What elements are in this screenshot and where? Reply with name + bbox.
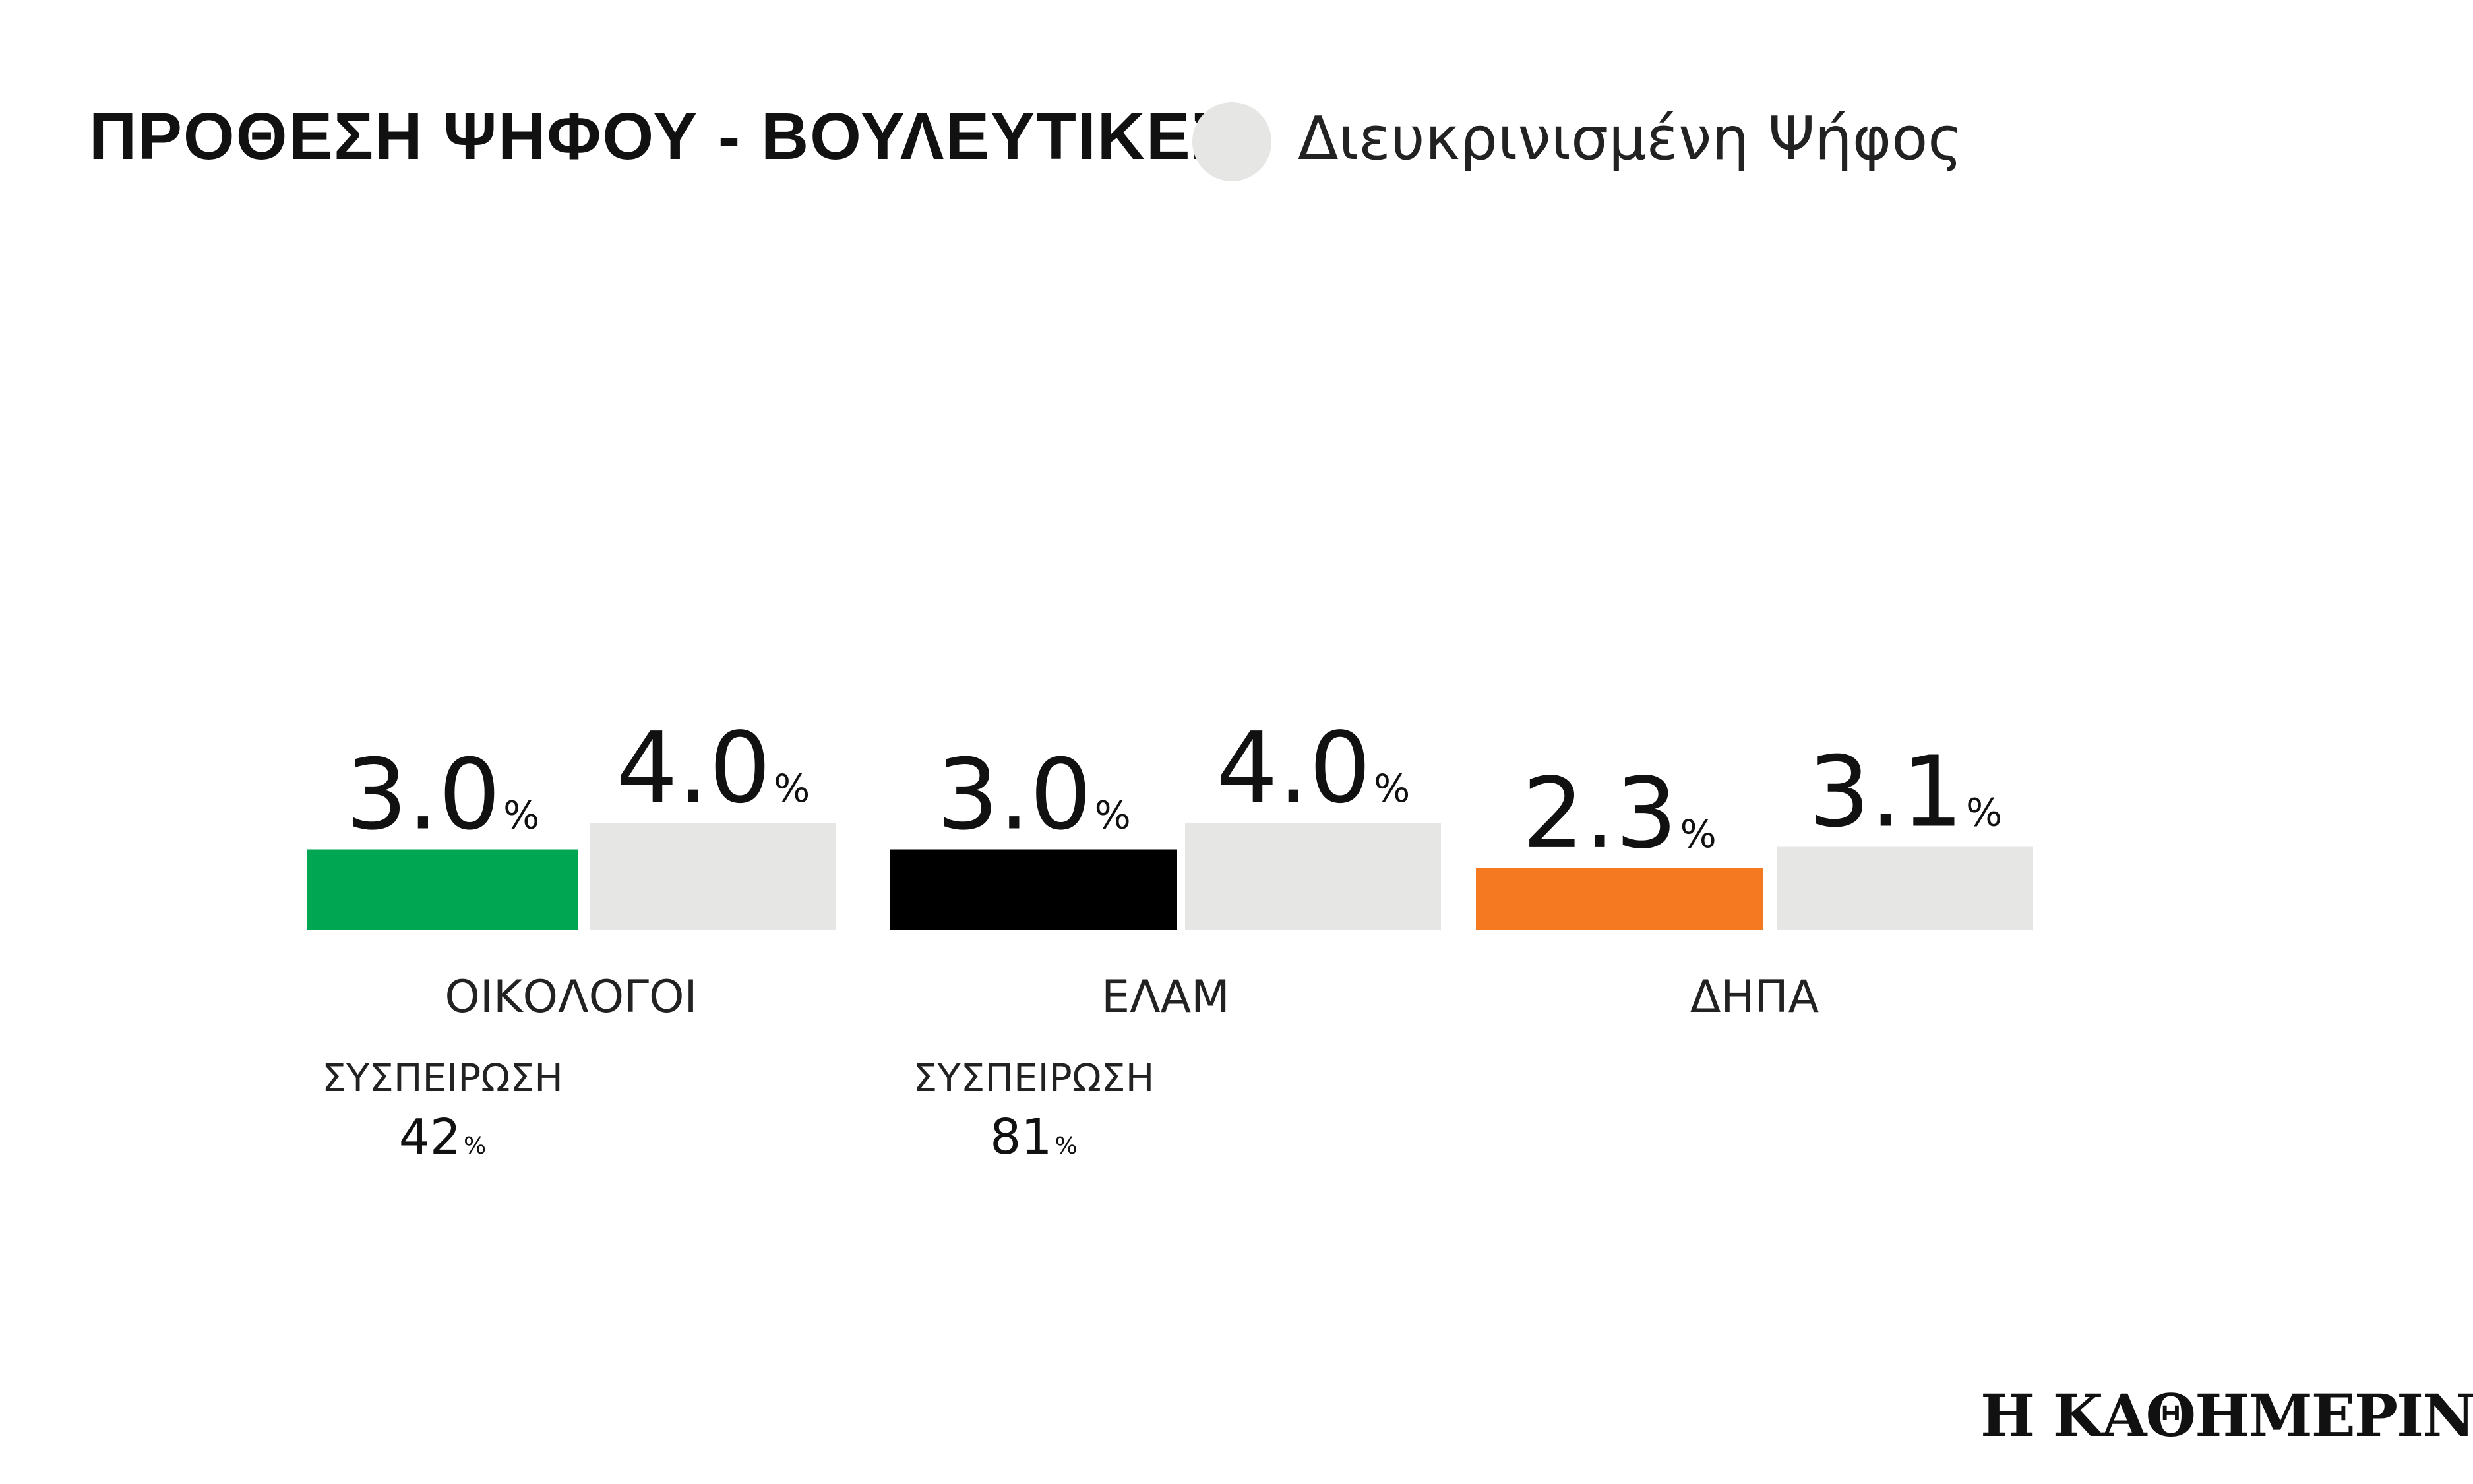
category-label-1: ΕΛΑΜ bbox=[1101, 971, 1230, 1023]
category-label-0: ΟΙΚΟΛΟΓΟΙ bbox=[444, 971, 697, 1023]
legend-label: Διευκρινισμένη Ψήφος bbox=[1298, 104, 1963, 173]
legend-swatch bbox=[1192, 102, 1271, 181]
value-label-primary-1: 3.0% bbox=[936, 738, 1131, 852]
category-label-2: ΔΗΠΑ bbox=[1690, 971, 1819, 1023]
value-label-primary-2: 2.3% bbox=[1522, 757, 1717, 870]
bar-secondary-2 bbox=[1777, 846, 2033, 930]
cohesion-label-0: ΣΥΣΠΕΙΡΩΣΗ bbox=[322, 1055, 563, 1100]
bar-primary-2 bbox=[1476, 868, 1763, 930]
cohesion-value-0: 42% bbox=[399, 1109, 486, 1166]
value-label-secondary-1: 4.0% bbox=[1216, 711, 1411, 825]
cohesion-label-1: ΣΥΣΠΕΙΡΩΣΗ bbox=[913, 1055, 1155, 1100]
value-label-primary-0: 3.0% bbox=[346, 738, 540, 852]
bar-secondary-1 bbox=[1185, 823, 1441, 930]
publisher-logo: Η ΚΑΘΗΜΕΡΙΝΗ bbox=[1980, 1381, 2473, 1450]
value-label-secondary-2: 3.1% bbox=[1808, 735, 2003, 848]
bar-secondary-0 bbox=[590, 823, 836, 930]
cohesion-value-1: 81% bbox=[990, 1109, 1077, 1166]
chart-title: ΠΡΟΘΕΣΗ ΨΗΦΟΥ - ΒΟΥΛΕΥΤΙΚΕΣ bbox=[89, 100, 1233, 173]
bar-primary-0 bbox=[307, 849, 578, 930]
bar-primary-1 bbox=[890, 849, 1177, 930]
value-label-secondary-0: 4.0% bbox=[616, 711, 810, 825]
